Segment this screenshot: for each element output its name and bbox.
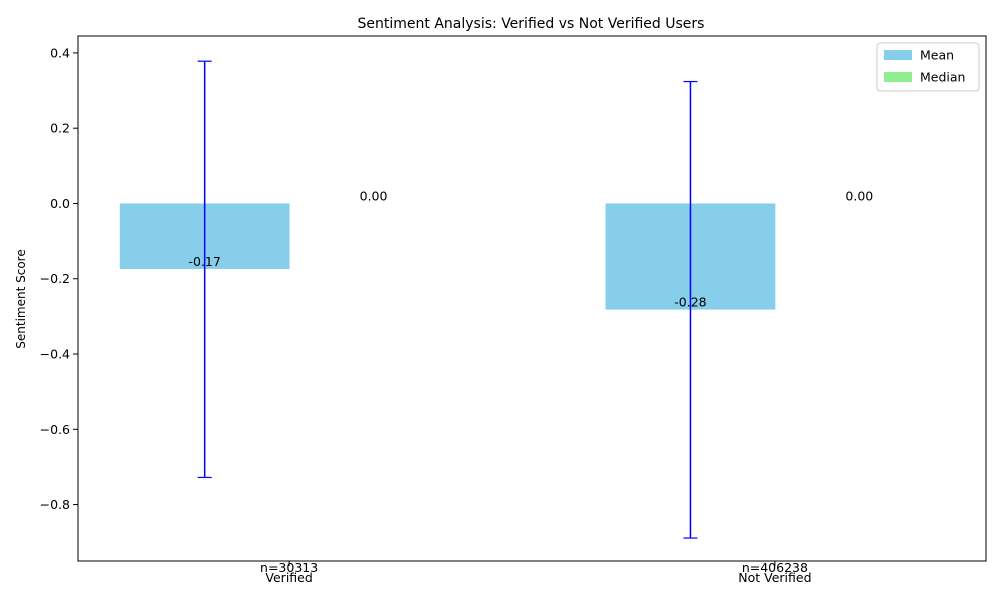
- x-count-label-0: n=30313: [260, 560, 318, 575]
- legend-label-0: Mean: [920, 48, 954, 63]
- median-value-label-1: 0.00: [845, 188, 873, 203]
- x-tick-label-1: Not Verified: [738, 570, 811, 585]
- mean-value-label-0: -0.17: [188, 254, 220, 269]
- y-axis-label: Sentiment Score: [14, 249, 28, 348]
- legend-swatch-1: [884, 72, 912, 82]
- y-tick-label-6: −0.8: [40, 497, 70, 512]
- y-tick-label-4: −0.4: [40, 347, 70, 362]
- x-tick-label-0: Verified: [265, 570, 312, 585]
- chart-title: Sentiment Analysis: Verified vs Not Veri…: [358, 16, 705, 32]
- y-tick-label-2: 0.0: [50, 196, 70, 211]
- legend-label-1: Median: [920, 70, 965, 85]
- y-tick-label-0: 0.4: [50, 45, 70, 60]
- legend-swatch-0: [884, 50, 912, 60]
- legend: Mean Median: [876, 42, 980, 92]
- x-count-label-1: n=406238: [742, 560, 808, 575]
- y-tick-label-1: 0.2: [50, 121, 70, 136]
- median-value-label-0: 0.00: [360, 188, 388, 203]
- plot-frame: [77, 35, 987, 562]
- plot-area: -0.17 -0.28 0.00 0.00 0.4 0.2 0.0 −0.2 −0.4 −0.6 −…: [40, 35, 987, 585]
- mean-value-label-1: -0.28: [674, 295, 706, 310]
- y-tick-label-3: −0.2: [40, 271, 70, 286]
- y-tick-label-5: −0.6: [40, 422, 70, 437]
